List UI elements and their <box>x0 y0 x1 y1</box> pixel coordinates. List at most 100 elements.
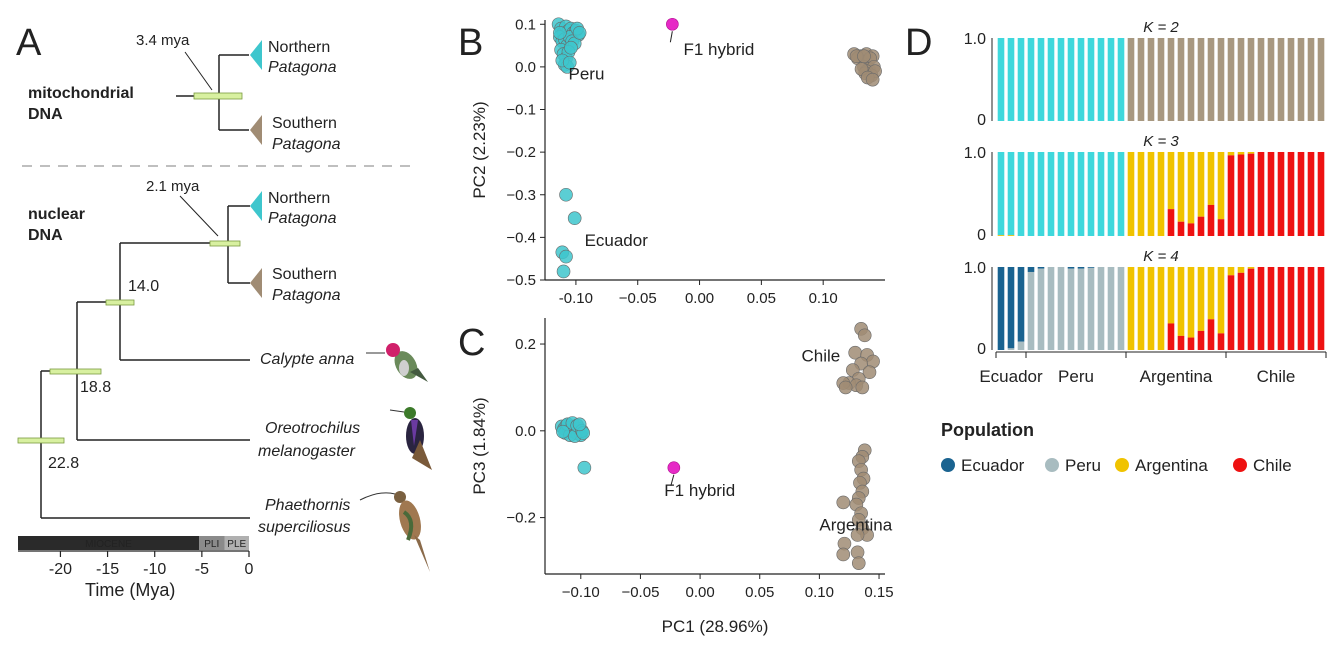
x-tick-label: 0.00 <box>685 290 714 307</box>
admix-bar-segment <box>1017 341 1025 350</box>
x-axis-label: PC1 (28.96%) <box>662 617 769 636</box>
time-axis: -20 -15 -10 -5 0 Time (Mya) <box>18 550 254 600</box>
k-y-tick-top: 1.0 <box>964 260 986 277</box>
nuc-south-label: Southern <box>272 266 337 283</box>
y-axis-label: PC2 (2.23%) <box>470 101 489 198</box>
admix-bar-segment <box>1177 152 1185 222</box>
admix-bar-segment <box>1187 267 1195 338</box>
epoch-ple <box>224 536 249 550</box>
point-chile <box>857 328 872 343</box>
annotation-chile: Chile <box>801 346 840 365</box>
pop-label-argentina: Argentina <box>1140 367 1213 386</box>
admix-bar-segment <box>1007 152 1015 236</box>
x-tick-label: 0.10 <box>805 584 834 601</box>
admix-bar-segment <box>1127 152 1135 236</box>
admix-bar-segment <box>1087 267 1095 268</box>
point-f1-hybrid <box>667 461 681 474</box>
admix-bar-segment <box>1177 267 1185 336</box>
admix-bar-segment <box>1117 267 1125 350</box>
admix-bar-segment <box>1297 152 1305 236</box>
admix-bar-segment <box>1207 152 1215 205</box>
admix-bar-segment <box>997 38 1005 121</box>
panel-label-a: A <box>16 22 42 64</box>
x-tick-label: 0.05 <box>747 290 776 307</box>
point-peru-ecuador <box>564 40 578 55</box>
admix-bar-segment <box>1227 38 1235 121</box>
admix-bar-segment <box>1107 267 1115 350</box>
node-bar-2-1 <box>209 240 241 247</box>
point-argentina-chile <box>857 49 871 64</box>
admix-bar-segment <box>1007 348 1015 350</box>
admix-bar-segment <box>1257 267 1265 350</box>
point-argentina-chile <box>865 72 880 87</box>
calypte-hummingbird-illustration <box>366 343 428 382</box>
mito-label-line1: mitochondrial <box>28 85 134 102</box>
admix-bar-segment <box>1277 152 1285 236</box>
admix-bar-segment <box>1297 38 1305 121</box>
admix-bar-segment <box>1157 38 1165 121</box>
y-tick-label: −0.1 <box>506 102 536 119</box>
point-argentina <box>836 547 851 562</box>
mito-tree <box>176 54 249 131</box>
panel-label-d: D <box>905 22 932 64</box>
admix-bar-segment <box>1187 38 1195 121</box>
nuclear-label-line2: DNA <box>28 227 63 244</box>
nuc-date-leader <box>179 195 219 237</box>
admix-bar-segment <box>1137 152 1145 236</box>
epoch-miocene <box>18 536 200 550</box>
point-peru-ecuador <box>556 264 571 279</box>
admix-bar-segment <box>1147 152 1155 236</box>
time-tick-label: 0 <box>245 561 254 578</box>
admix-bar-segment <box>1207 319 1215 350</box>
point-chile <box>862 365 877 380</box>
nuc-date: 2.1 mya <box>146 178 200 195</box>
mito-date-leader <box>184 51 213 91</box>
admix-bar-segment <box>1067 267 1075 269</box>
point-peru-ecuador <box>559 187 573 202</box>
admix-bar-segment <box>1067 38 1075 121</box>
admix-bar-segment <box>1107 38 1115 121</box>
admix-bar-segment <box>1237 272 1245 350</box>
y-tick-label: 0.0 <box>515 59 536 76</box>
x-tick-label: 0.05 <box>745 584 774 601</box>
legend-swatch-ecuador <box>941 458 955 472</box>
admix-bar-segment <box>1217 152 1225 220</box>
admix-bar-segment <box>1037 268 1045 350</box>
admix-bar-segment <box>1147 267 1155 350</box>
pop-label-ecuador: Ecuador <box>979 367 1043 386</box>
admix-bar-segment <box>1217 267 1225 334</box>
admix-bar-segment <box>1147 38 1155 121</box>
admix-bar-segment <box>1007 235 1015 236</box>
epoch-label-ple: PLE <box>227 539 246 550</box>
admix-bar-segment <box>1167 323 1175 350</box>
admix-bar-segment <box>1167 209 1175 236</box>
mito-south-label: Southern <box>272 115 337 132</box>
oreo-label-2: melanogaster <box>258 443 356 460</box>
k-title: K = 3 <box>1143 133 1179 150</box>
admix-bar-segment <box>1137 267 1145 350</box>
x-tick-label: −0.05 <box>619 290 657 307</box>
point-peru-ecuador <box>572 25 587 40</box>
admix-bar-segment <box>1227 275 1235 350</box>
x-tick-label: -0.10 <box>559 290 593 307</box>
admix-bar-segment <box>1257 38 1265 121</box>
admix-bar-segment <box>1197 38 1205 121</box>
admix-bar-segment <box>1277 267 1285 350</box>
mito-south-triangle <box>250 115 262 145</box>
legend-label-argentina: Argentina <box>1135 456 1208 475</box>
admix-bar-segment <box>1267 38 1275 121</box>
x-tick-label: 0.00 <box>685 584 714 601</box>
panel-label-b: B <box>458 22 483 64</box>
time-tick-label: -10 <box>143 561 166 578</box>
legend-swatch-peru <box>1045 458 1059 472</box>
x-tick-label: −0.05 <box>621 584 659 601</box>
admix-bar-segment <box>1287 152 1295 236</box>
y-tick-label: −0.5 <box>506 272 536 289</box>
panel-d-admixture: K = 2 1.0 0 K = 3 1.0 0 K = 4 1.0 0 Ecuador Peru Ar… <box>941 19 1327 475</box>
admix-bar-segment <box>1197 152 1205 217</box>
admix-bar-segment <box>1047 152 1055 236</box>
admix-bar-segment <box>1057 267 1065 350</box>
legend-label-peru: Peru <box>1065 456 1101 475</box>
admix-bar-segment <box>1097 38 1105 121</box>
admix-bar-segment <box>1127 38 1135 121</box>
